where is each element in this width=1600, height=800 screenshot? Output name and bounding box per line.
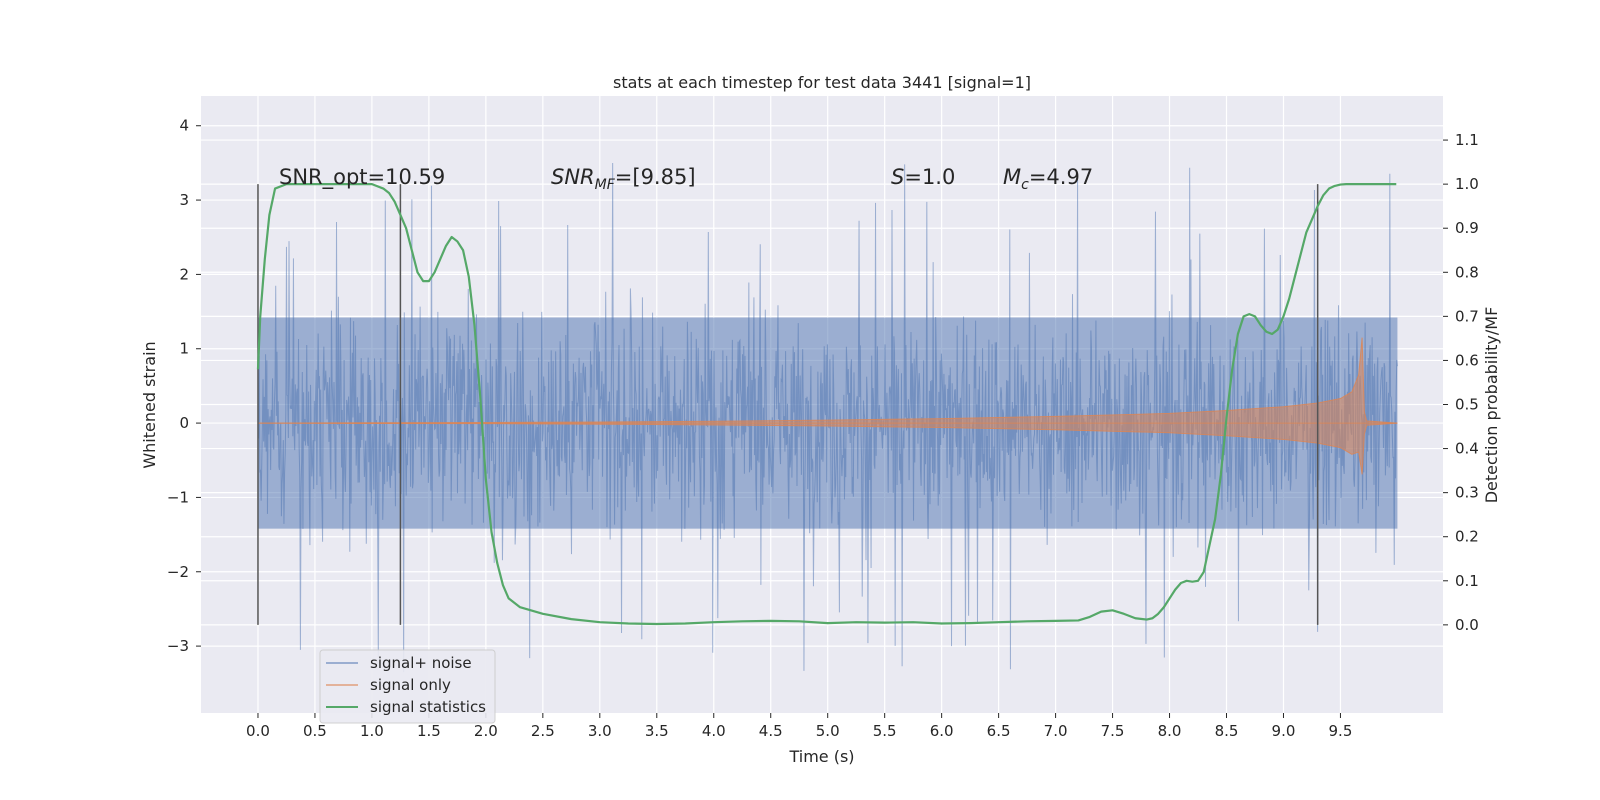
x-tick-label: 6.0 — [930, 722, 954, 740]
snr-mf-value: =[9.85] — [615, 165, 696, 189]
annotation-s: S=1.0 — [891, 165, 955, 189]
x-tick-label: 0.0 — [246, 722, 270, 740]
y2-tick-label: 0.3 — [1455, 484, 1479, 502]
x-tick-label: 6.5 — [987, 722, 1011, 740]
legend-box — [319, 649, 496, 724]
y2-tick-label: 0.6 — [1455, 351, 1479, 369]
y-tick-label: 1 — [179, 340, 189, 358]
signal-statistics-series — [256, 183, 1397, 626]
y-tick-label: 2 — [179, 265, 189, 283]
legend: signal+ noise signal only signal statist… — [319, 649, 496, 724]
annotation-snr-opt: SNR_opt=10.59 — [279, 165, 445, 190]
snr-mf-sub: MF — [595, 177, 616, 193]
y2-tick-label: 1.1 — [1455, 131, 1479, 149]
x-tick-label: 5.0 — [816, 722, 840, 740]
noise-trace — [257, 163, 1398, 673]
x-tick-label: 3.5 — [645, 722, 669, 740]
x-tick-label: 2.0 — [474, 722, 498, 740]
snr-mf-main: SNR — [551, 165, 595, 189]
x-axis-label: Time (s) — [788, 747, 854, 766]
s-main: S — [891, 165, 904, 189]
y2-tick-label: 0.2 — [1455, 528, 1479, 546]
y2-tick-label: 0.1 — [1455, 572, 1479, 590]
y-axis-label: Whitened strain — [140, 341, 159, 468]
statistics-line — [256, 183, 1397, 626]
x-tick-label: 1.0 — [360, 722, 384, 740]
x-tick-label: 8.5 — [1215, 722, 1239, 740]
y2-tick-label: 0.7 — [1455, 307, 1479, 325]
x-tick-label: 8.0 — [1158, 722, 1182, 740]
x-tick-label: 5.5 — [873, 722, 897, 740]
y-tick-label: 0 — [179, 414, 189, 432]
x-tick-label: 7.0 — [1044, 722, 1068, 740]
y2-tick-label: 0.8 — [1455, 263, 1479, 281]
x-tick-label: 9.0 — [1272, 722, 1296, 740]
s-value: =1.0 — [904, 165, 955, 189]
y-tick-label: 3 — [179, 191, 189, 209]
x-tick-label: 9.5 — [1329, 722, 1353, 740]
vertical-markers — [257, 184, 1319, 625]
x-tick-label: 4.5 — [759, 722, 783, 740]
mc-sub: c — [1021, 177, 1029, 193]
y2-tick-label: 0.0 — [1455, 616, 1479, 634]
x-tick-label: 1.5 — [417, 722, 441, 740]
x-tick-label: 7.5 — [1101, 722, 1125, 740]
annotation-mc: Mc=4.97 — [1003, 165, 1093, 193]
mc-main: M — [1003, 165, 1021, 189]
legend-label-signal: signal only — [370, 676, 451, 694]
y2-axis-label: Detection probability/MF — [1482, 307, 1501, 504]
mc-value: =4.97 — [1029, 165, 1093, 189]
chart-title: stats at each timestep for test data 344… — [613, 73, 1031, 92]
signal-only-series — [257, 337, 1398, 475]
y2-tick-label: 0.4 — [1455, 440, 1479, 458]
x-tick-label: 2.5 — [531, 722, 555, 740]
axis-ticks: 0.0 0.5 1.0 1.5 2.0 2.5 3.0 3.5 4.0 4.5 5.0 5.5 6.0 6… — [167, 117, 1479, 740]
legend-label-noise: signal+ noise — [370, 654, 472, 672]
legend-label-stats: signal statistics — [370, 698, 486, 716]
x-tick-label: 3.0 — [588, 722, 612, 740]
y2-tick-label: 1.0 — [1455, 175, 1479, 193]
y2-tick-label: 0.9 — [1455, 219, 1479, 237]
y-tick-label: −3 — [167, 637, 189, 655]
annotation-snr-mf: SNRMF=[9.85] — [551, 165, 696, 193]
y-tick-label: 4 — [179, 117, 189, 135]
x-tick-label: 4.0 — [702, 722, 726, 740]
x-tick-label: 0.5 — [303, 722, 327, 740]
y-tick-label: −2 — [167, 563, 189, 581]
y2-tick-label: 0.5 — [1455, 396, 1479, 414]
y-tick-label: −1 — [167, 488, 189, 506]
